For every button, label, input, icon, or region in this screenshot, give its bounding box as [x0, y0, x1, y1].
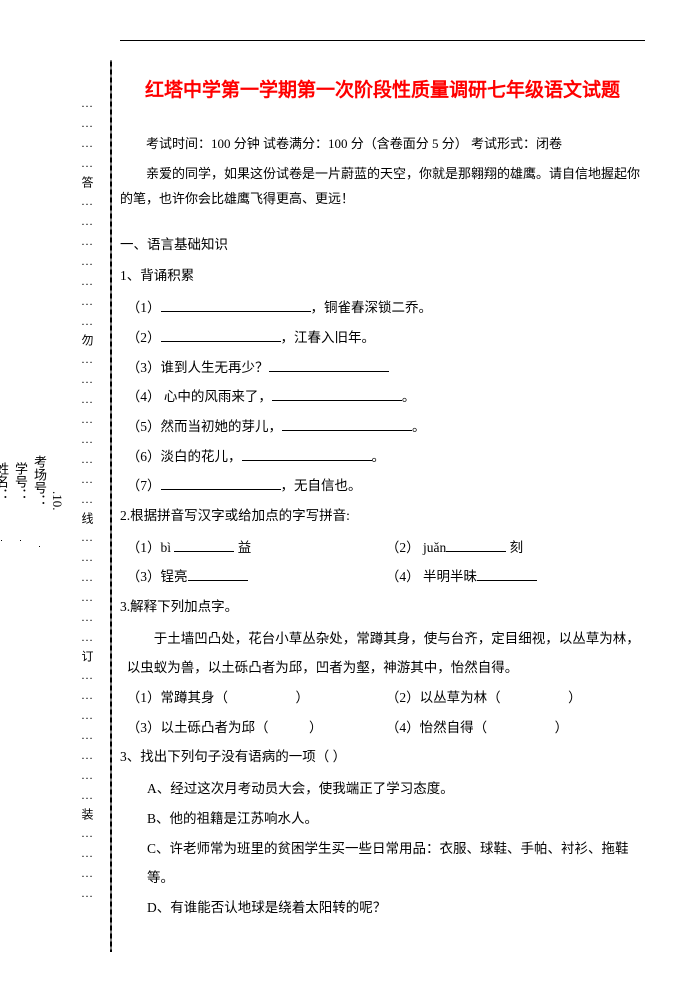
name-field: 姓名：	[0, 462, 11, 541]
q1-7-num: （7）	[127, 478, 161, 493]
q2-row-1: （1）bì 益 （2） juǎn 刻	[120, 533, 645, 563]
exam-title: 红塔中学第一学期第一次阶段性质量调研七年级语文试题	[120, 70, 645, 112]
main-content: 红塔中学第一学期第一次阶段性质量调研七年级语文试题 考试时间：100 分钟 试卷…	[120, 40, 645, 923]
q2-1-ch: 益	[238, 540, 252, 555]
q4-opt-b: B、他的祖籍是江苏响水人。	[120, 804, 645, 834]
q1-4-num: （4）	[127, 389, 161, 404]
q4-opt-d: D、有谁能否认地球是绕着太阳转的呢？	[120, 893, 645, 923]
q2-row-2: （3）锃亮 （4） 半明半昧	[120, 562, 645, 592]
q1-item-3: （3）谁到人生无再少？	[120, 353, 645, 383]
q2-2-ch: 刻	[510, 540, 524, 555]
q3-row-2: （3）以土砾凸者为邱（ ） （4）怡然自得（ ）	[120, 713, 645, 743]
dotted-fold-line	[110, 60, 112, 952]
section-1-heading: 一、语言基础知识	[120, 230, 645, 260]
q1-1-num: （1）	[127, 300, 161, 315]
q2-3-ch: 锃亮	[161, 569, 188, 584]
q1-1-suffix: ，铜雀春深锁二乔。	[311, 300, 433, 315]
q2-1-num: （1）	[127, 540, 161, 555]
q1-6-num: （6）	[127, 449, 161, 464]
student-id-label: 学号：	[11, 462, 30, 501]
q1-item-5: （5）然而当初她的芽儿， 。	[120, 412, 645, 442]
q2-3-num: （3）	[127, 569, 161, 584]
top-rule-line	[120, 40, 645, 41]
q4-opt-a: A、经过这次月考动员大会，使我端正了学习态度。	[120, 774, 645, 804]
q1-2-suffix: ，江春入旧年。	[281, 330, 376, 345]
name-label: 姓名：	[0, 462, 11, 501]
student-id-field: 学号：	[11, 462, 30, 541]
q3-4-text: （4）怡然自得（	[386, 720, 487, 735]
q1-3-num: （3）	[127, 360, 161, 375]
q1-5-prefix: 然而当初她的芽儿，	[161, 419, 283, 434]
q1-label: 1、背诵积累	[120, 261, 645, 291]
q1-5-suffix: 。	[412, 419, 426, 434]
q3-3-text: （3）以土砾凸者为邱（	[127, 720, 269, 735]
q3-2-text: （2）以丛草为林（	[386, 690, 501, 705]
exam-room-field: 考场号：	[30, 455, 49, 547]
q3-passage: 于土墙凹凸处，花台小草丛杂处，常蹲其身，使与台齐，定目细视，以丛草为林，以虫蚁为…	[120, 624, 645, 683]
q2-2-py: juǎn	[423, 540, 446, 555]
q1-4-prefix: 心中的风雨来了，	[161, 389, 272, 404]
q4-label: 3、找出下列句子没有语病的一项（ ）	[120, 742, 645, 772]
exam-info: 考试时间：100 分钟 试卷满分：100 分（含卷面分 5 分） 考试形式：闭卷	[120, 130, 645, 159]
q3-row-1: （1）常蹲其身（ ） （2）以丛草为林（ ）	[120, 683, 645, 713]
q2-2-num: （2）	[386, 540, 420, 555]
q1-7-suffix: ，无自信也。	[281, 478, 362, 493]
q3-label: 3.解释下列加点字。	[120, 592, 645, 622]
q2-1-py: bì	[161, 540, 172, 555]
page-num-text: .10.	[49, 491, 65, 511]
student-info-labels: .10. 考场号： 学号： 姓名： 班级： 学校：	[20, 50, 65, 952]
exam-intro: 亲爱的同学，如果这份试卷是一片蔚蓝的天空，你就是那翱翔的雄鹰。请自信地握起你的笔…	[120, 162, 645, 211]
binding-sidebar: .10. 考场号： 学号： 姓名： 班级： 学校： …………答…………………勿……	[20, 50, 110, 952]
q1-6-prefix: 淡白的花儿，	[161, 449, 242, 464]
q4-opt-c: C、许老师常为班里的贫困学生买一些日常用品：衣服、球鞋、手帕、衬衫、拖鞋等。	[120, 834, 645, 893]
binding-line-text: …………答…………………勿……………………线………………订…………………装…………	[65, 50, 110, 952]
q1-item-7: （7） ，无自信也。	[120, 471, 645, 501]
q3-1-text: （1）常蹲其身（	[127, 690, 228, 705]
q1-item-6: （6）淡白的花儿， 。	[120, 442, 645, 472]
q1-2-num: （2）	[127, 330, 161, 345]
q2-4-ch: 半明半昧	[423, 569, 477, 584]
q1-4-suffix: 。	[402, 389, 416, 404]
q1-6-suffix: 。	[372, 449, 386, 464]
q1-item-1: （1） ，铜雀春深锁二乔。	[120, 293, 645, 323]
q2-label: 2.根据拼音写汉字或给加点的字写拼音:	[120, 501, 645, 531]
q1-item-4: （4） 心中的风雨来了， 。	[120, 382, 645, 412]
exam-room-label: 考场号：	[30, 455, 49, 507]
q1-item-2: （2） ，江春入旧年。	[120, 323, 645, 353]
q1-3-prefix: 谁到人生无再少？	[161, 360, 269, 375]
page-num-marker: .10.	[49, 491, 65, 511]
q2-4-num: （4）	[386, 569, 420, 584]
q1-5-num: （5）	[127, 419, 161, 434]
